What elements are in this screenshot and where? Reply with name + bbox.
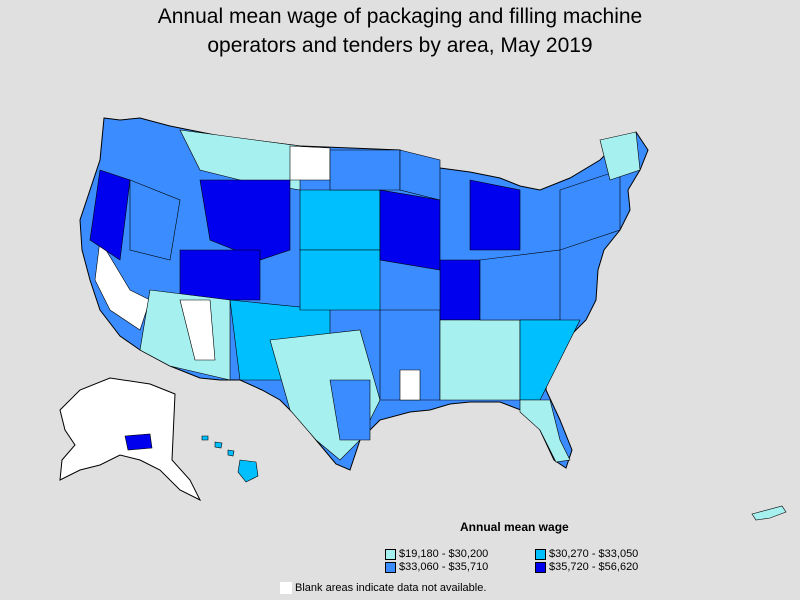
blank-areas-note: Blank areas indicate data not available. [280, 582, 487, 595]
puerto-rico [751, 505, 787, 521]
map-title: Annual mean wage of packaging and fillin… [0, 2, 800, 60]
legend-item-2: $30,270 - $33,050 [535, 548, 638, 560]
legend-swatch-2 [535, 548, 546, 560]
hawaii [201, 435, 259, 483]
legend-label-1: $19,180 - $30,200 [399, 548, 489, 560]
legend-swatch-3 [385, 561, 396, 573]
blank-note-text: Blank areas indicate data not available. [295, 582, 487, 594]
title-line-1: Annual mean wage of packaging and fillin… [157, 5, 643, 28]
legend-swatch-4 [535, 561, 546, 573]
legend-label-2: $30,270 - $33,050 [549, 548, 639, 560]
legend-swatch-1 [385, 548, 396, 560]
legend-title: Annual mean wage [460, 520, 569, 534]
legend-item-1: $19,180 - $30,200 [385, 548, 488, 560]
title-line-2: operators and tenders by area, May 2019 [207, 34, 593, 57]
legend-item-3: $33,060 - $35,710 [385, 561, 488, 573]
legend-item-4: $35,720 - $56,620 [535, 561, 638, 573]
legend-label-3: $33,060 - $35,710 [399, 561, 489, 573]
blank-swatch [280, 582, 292, 595]
legend-label-4: $35,720 - $56,620 [549, 561, 639, 573]
